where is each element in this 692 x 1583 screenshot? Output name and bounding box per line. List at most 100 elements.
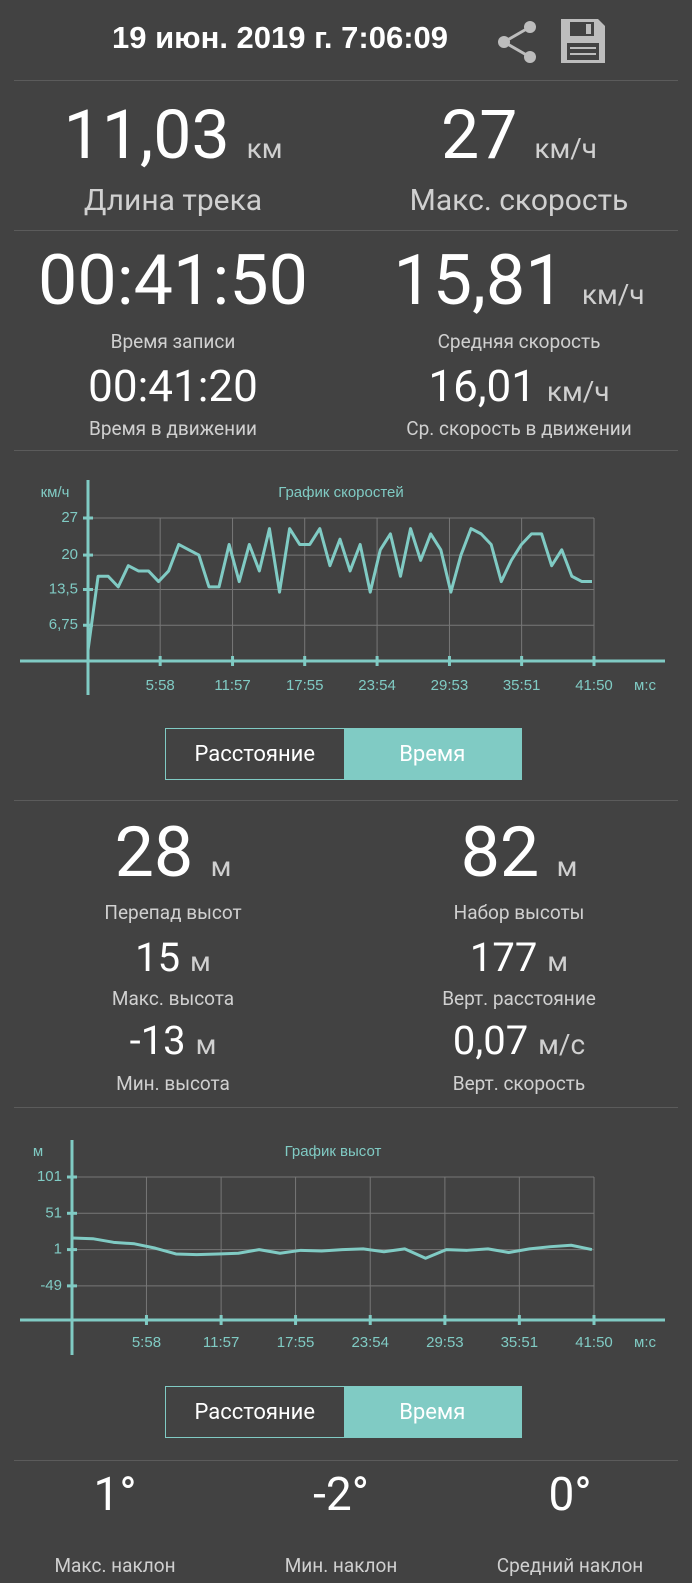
x-tick-label: 35:51 [503, 677, 541, 694]
x-tick-label: 11:57 [203, 1334, 239, 1351]
x-axis-label: м:с [634, 677, 656, 694]
stat-label: Набор высоты [453, 901, 585, 924]
value: 0,07 [452, 1017, 529, 1064]
stat-label: Макс. скорость [409, 183, 629, 218]
stat-value: -13 м [0, 1017, 346, 1064]
value: 11,03 [63, 95, 230, 175]
stat-label: Перепад высот [104, 901, 242, 924]
x-tick-label: 17:55 [286, 677, 324, 694]
y-tick-label: 51 [45, 1204, 62, 1221]
stat-label: Время в движении [88, 417, 258, 440]
toggle-option[interactable]: Время [343, 729, 521, 779]
x-tick-label: 5:58 [132, 1334, 161, 1351]
unit: м [190, 945, 211, 978]
stat-label: Средняя скорость [437, 330, 601, 353]
stat-label: Верт. скорость [452, 1072, 586, 1095]
unit: км/ч [546, 375, 610, 408]
y-tick-label: 1 [54, 1241, 62, 1258]
y-tick-label: -49 [40, 1277, 62, 1294]
y-tick-label: 27 [61, 509, 78, 526]
value: 16,01 [428, 360, 536, 412]
x-tick-label: 29:53 [431, 677, 469, 694]
stat-value: 00:41:50 [0, 240, 346, 322]
elevation-chart: График высот м м:с -49 1 51 101 5:58 11:57 17:55 2… [20, 1140, 665, 1355]
stat-value: -2° [313, 1468, 369, 1522]
stat-label: Длина трека [83, 183, 263, 218]
stat-value: 27 км/ч [346, 95, 692, 175]
value: 00:41:20 [88, 360, 258, 412]
x-tick-label: 35:51 [501, 1334, 539, 1351]
stat-value: 11,03 км [0, 95, 346, 175]
toggle-option[interactable]: Расстояние [194, 1399, 316, 1425]
unit: м [556, 850, 578, 883]
stat-label: Макс. наклон [54, 1554, 176, 1577]
speed-chart: График скоростей км/ч м:с 6,75 13,5 20 27 5:58 1… [20, 480, 665, 695]
share-icon[interactable] [494, 18, 542, 66]
value: 28 [114, 812, 194, 894]
y-axis-label: м [33, 1143, 43, 1160]
value: 82 [460, 812, 540, 894]
x-axis-label: м:с [634, 1334, 656, 1351]
y-tick-label: 6,75 [49, 616, 78, 633]
unit: м [210, 850, 232, 883]
x-tick-label: 23:54 [351, 1334, 389, 1351]
x-tick-label: 17:55 [277, 1334, 315, 1351]
unit: км [246, 132, 283, 165]
divider [14, 80, 678, 81]
y-tick-label: 101 [37, 1168, 62, 1185]
x-tick-label: 23:54 [358, 677, 396, 694]
stat-value: 28 м [0, 812, 346, 894]
divider [14, 800, 678, 801]
stat-value: 82 м [346, 812, 692, 894]
x-tick-label: 11:57 [214, 677, 250, 694]
x-tick-label: 41:50 [575, 1334, 613, 1351]
stat-value: 15 м [0, 934, 346, 981]
stat-value: 177 м [346, 934, 692, 981]
data-line [86, 527, 592, 651]
value: 00:41:50 [38, 240, 308, 322]
stat-value: 16,01 км/ч [346, 360, 692, 412]
toggle: Расстояние Время [165, 1386, 522, 1438]
stat-label: Мин. наклон [284, 1554, 398, 1577]
stat-value: 15,81 км/ч [346, 240, 692, 322]
chart-title: График высот [285, 1143, 382, 1160]
x-tick-label: 29:53 [426, 1334, 464, 1351]
stat-value: 0,07 м/с [346, 1017, 692, 1064]
value: 15 [135, 934, 181, 981]
x-tick-label: 5:58 [146, 677, 175, 694]
unit: м/с [538, 1028, 586, 1061]
stat-label: Время записи [110, 330, 236, 353]
y-axis-label: км/ч [41, 484, 70, 501]
header-title: 19 июн. 2019 г. 7:06:09 [111, 20, 449, 55]
save-icon[interactable] [558, 16, 608, 66]
data-line [71, 1236, 593, 1260]
divider [14, 1460, 678, 1461]
stat-label: Ср. скорость в движении [406, 417, 632, 440]
y-tick-label: 13,5 [49, 580, 78, 597]
divider [14, 1107, 678, 1108]
unit: м [547, 945, 569, 978]
unit: км/ч [581, 278, 645, 311]
value: 15,81 [393, 240, 565, 322]
value: -13 [129, 1017, 186, 1064]
y-tick-label: 20 [61, 546, 78, 563]
value: 27 [441, 95, 518, 175]
x-tick-label: 41:50 [575, 677, 613, 694]
toggle-option[interactable]: Расстояние [194, 741, 316, 767]
divider [14, 230, 678, 231]
stat-label: Макс. высота [111, 987, 235, 1010]
stat-label: Верт. расстояние [442, 987, 596, 1010]
stat-label: Средний наклон [496, 1554, 644, 1577]
value: 177 [469, 934, 538, 981]
toggle: Расстояние Время [165, 728, 522, 780]
divider [14, 450, 678, 451]
toggle-option[interactable]: Время [343, 1387, 521, 1437]
unit: м [195, 1028, 217, 1061]
stat-value: 1° [93, 1468, 137, 1522]
stat-value: 00:41:20 [0, 360, 346, 412]
stat-label: Мин. высота [116, 1072, 230, 1095]
unit: км/ч [534, 132, 597, 165]
chart-title: График скоростей [278, 484, 404, 501]
stat-value: 0° [548, 1468, 592, 1522]
